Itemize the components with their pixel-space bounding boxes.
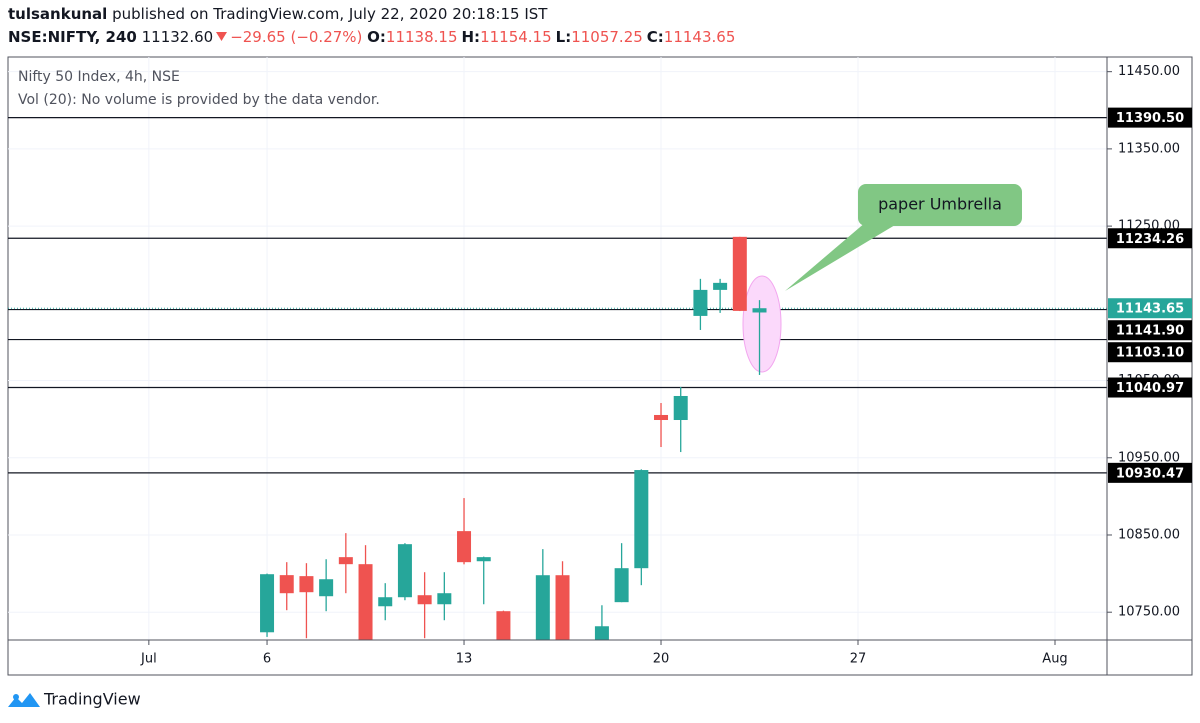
candle-body bbox=[338, 557, 353, 565]
candle-body bbox=[299, 576, 314, 593]
ohlc-value: 11154.15 bbox=[480, 28, 552, 46]
publisher: tulsankunal bbox=[8, 5, 108, 23]
price-tag-label: 11103.10 bbox=[1116, 346, 1184, 361]
y-tick-label: 11350.00 bbox=[1118, 141, 1180, 156]
ohlc-label: L: bbox=[555, 28, 572, 46]
candle-body bbox=[535, 575, 550, 640]
chart-title: Nifty 50 Index, 4h, NSE bbox=[18, 69, 180, 85]
ohlc-value: 11057.25 bbox=[571, 28, 643, 46]
price-tag bbox=[1108, 298, 1192, 319]
chart-subtitle: Vol (20): No volume is provided by the d… bbox=[18, 92, 380, 108]
candle-body bbox=[634, 470, 649, 569]
x-tick-label: 20 bbox=[653, 652, 670, 667]
x-tick-label: Jul bbox=[140, 652, 157, 667]
ohlc-label: C: bbox=[646, 28, 664, 46]
price-tag bbox=[1108, 107, 1192, 128]
change: −29.65 (−0.27%) bbox=[230, 28, 363, 46]
candle-body bbox=[496, 611, 511, 640]
candle-body bbox=[614, 568, 629, 603]
highlight-ellipse bbox=[742, 275, 782, 373]
callout-pointer bbox=[785, 222, 900, 291]
price-tag-label: 11390.50 bbox=[1116, 111, 1184, 126]
publish-line: tulsankunal published on TradingView.com… bbox=[8, 3, 739, 26]
price-tag-label: 11141.90 bbox=[1116, 324, 1184, 339]
callout-box bbox=[858, 184, 1022, 226]
levels bbox=[8, 117, 1107, 474]
header: tulsankunal published on TradingView.com… bbox=[8, 3, 739, 49]
callout-text: paper Umbrella bbox=[878, 195, 1002, 214]
price-tag-label: 11143.65 bbox=[1116, 302, 1184, 317]
quote-line: NSE:NIFTY, 240 11132.60 −29.65 (−0.27%) O… bbox=[8, 26, 739, 49]
ohlc-value: 11143.65 bbox=[663, 28, 736, 46]
y-tick-label: 11450.00 bbox=[1118, 64, 1180, 79]
candle-body bbox=[654, 414, 669, 421]
candle-body bbox=[437, 593, 452, 605]
price-tag-label: 11040.97 bbox=[1116, 381, 1184, 396]
price-tag bbox=[1108, 462, 1192, 483]
brand-logo bbox=[8, 693, 40, 707]
candle-body bbox=[673, 395, 688, 421]
x-tick-label: 13 bbox=[456, 652, 473, 667]
candle-body bbox=[555, 575, 570, 640]
candle-body bbox=[417, 595, 432, 605]
down-arrow bbox=[216, 32, 228, 41]
chart-frame bbox=[7, 56, 1193, 676]
price-tag-label: 11234.26 bbox=[1116, 232, 1184, 247]
candle-body bbox=[319, 579, 334, 597]
grid bbox=[8, 57, 1107, 640]
x-tick-label: 6 bbox=[263, 652, 271, 667]
candle-body bbox=[279, 575, 294, 594]
y-tick-label: 10750.00 bbox=[1118, 605, 1180, 620]
price-tag-label: 10930.47 bbox=[1116, 466, 1184, 481]
logo-dot bbox=[13, 694, 19, 700]
price-tag bbox=[1108, 377, 1192, 398]
candle-body bbox=[260, 574, 275, 633]
candle-body bbox=[752, 308, 767, 313]
price-tag bbox=[1108, 228, 1192, 249]
x-tick-label: 27 bbox=[850, 652, 867, 667]
candle-body bbox=[457, 531, 472, 563]
price-tag bbox=[1108, 320, 1192, 341]
ohlc-label: H: bbox=[461, 28, 481, 46]
price-tag bbox=[1108, 342, 1192, 363]
ohlc-label: O: bbox=[367, 28, 386, 46]
candles bbox=[260, 236, 767, 640]
candle-body bbox=[476, 557, 491, 562]
y-tick-label: 10950.00 bbox=[1118, 450, 1180, 465]
published: published on TradingView.com, July 22, 2… bbox=[112, 5, 548, 23]
last-price: 11132.60 bbox=[141, 28, 214, 46]
ohlc-value: 11138.15 bbox=[385, 28, 458, 46]
axes: 10750.0010850.0010950.0011050.0011250.00… bbox=[140, 64, 1192, 667]
x-tick-label: Aug bbox=[1042, 652, 1067, 667]
candle-body bbox=[693, 289, 708, 316]
symbol: NSE:NIFTY, 240 bbox=[8, 28, 137, 46]
candle-body bbox=[594, 626, 609, 640]
y-tick-label: 10850.00 bbox=[1118, 527, 1180, 542]
candle-body bbox=[397, 544, 412, 598]
candle-body bbox=[358, 564, 373, 640]
logo-shape bbox=[8, 693, 40, 707]
candle-body bbox=[378, 597, 393, 607]
candle-body bbox=[713, 282, 728, 290]
brand-text: TradingView bbox=[43, 690, 141, 709]
candle-body bbox=[732, 236, 747, 311]
